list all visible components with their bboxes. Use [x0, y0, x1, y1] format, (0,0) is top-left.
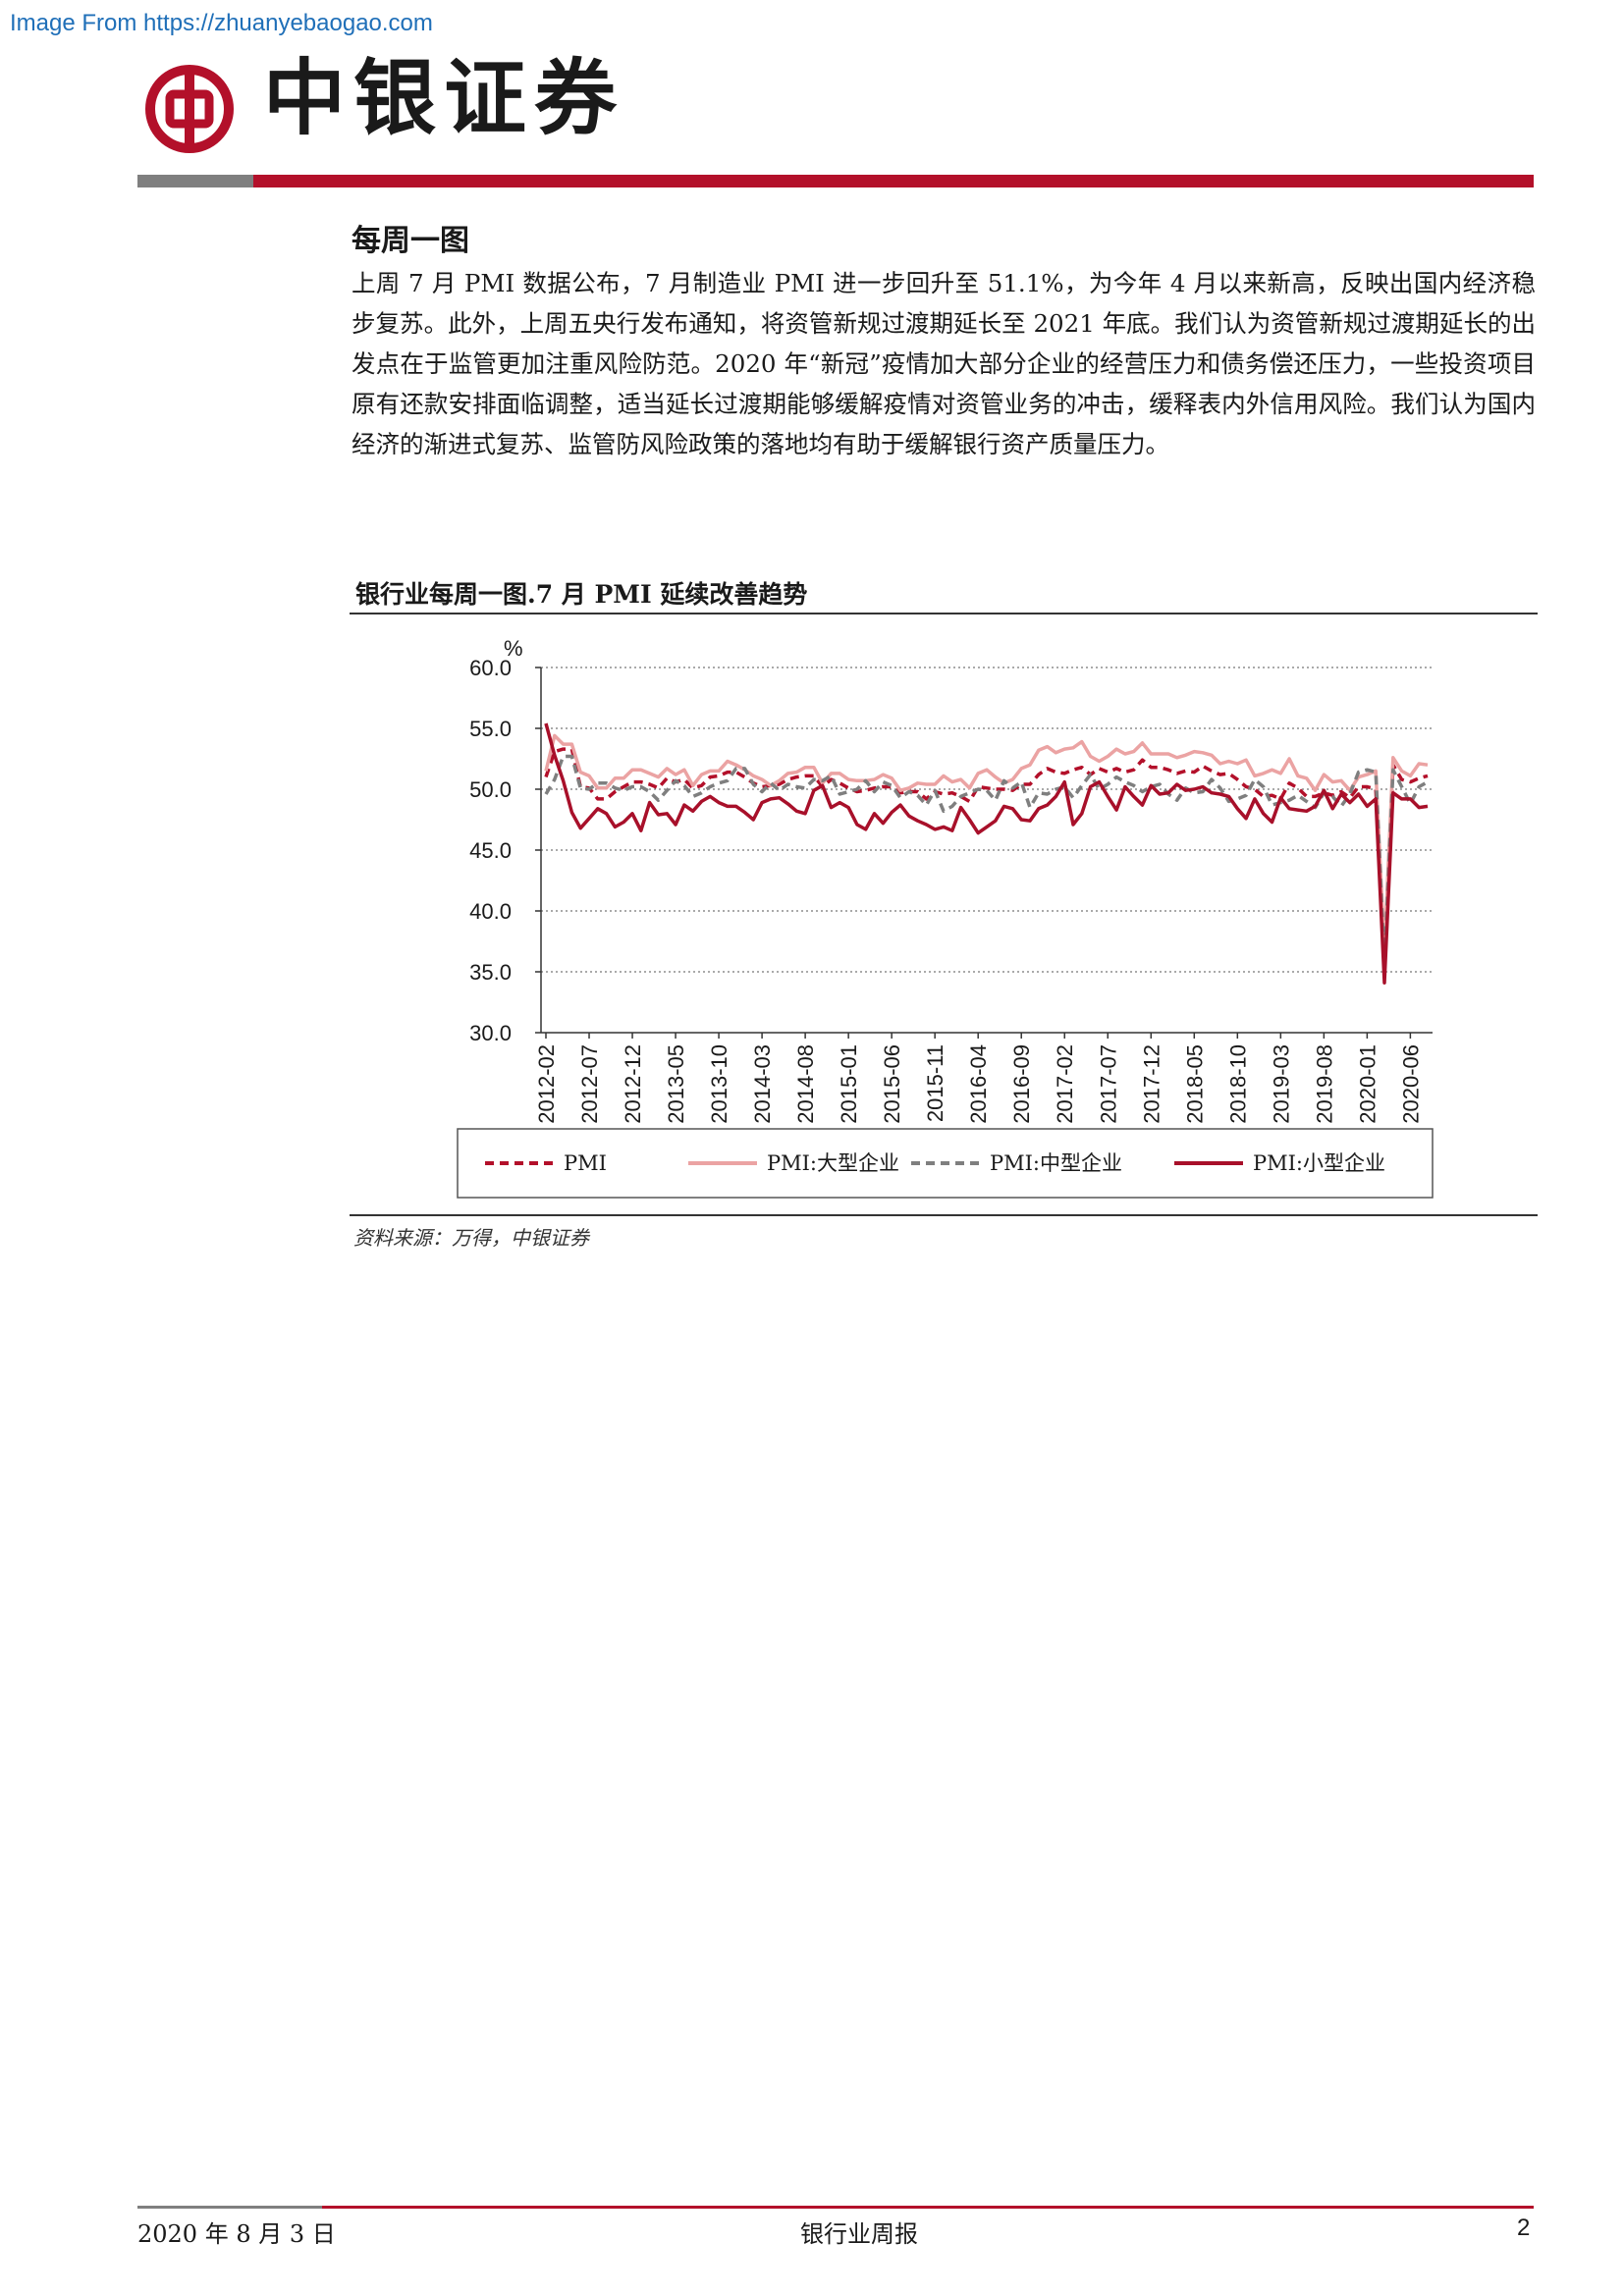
footer-date: 2020 年 8 月 3 日 — [137, 2220, 336, 2248]
x-tick-label: 2015-01 — [837, 1044, 861, 1124]
x-tick-label: 2019-03 — [1269, 1044, 1293, 1124]
y-tick-label: 55.0 — [469, 717, 512, 741]
legend-label-3: PMI:小型企业 — [1253, 1151, 1385, 1175]
x-tick-label: 2015-06 — [880, 1044, 904, 1124]
chart-rule-top — [350, 613, 1538, 614]
pmi-line-chart: %60.0 55.0 50.0 45.0 40.0 35.0 30.0 2012-02 2012… — [457, 636, 1434, 1199]
x-tick-label: 2015-11 — [923, 1044, 947, 1122]
header-bar-red — [253, 175, 1534, 187]
x-tick-label: 2012-02 — [534, 1044, 559, 1124]
bank-of-china-logo-icon — [145, 65, 234, 153]
x-tick-label: 2017-02 — [1053, 1044, 1077, 1124]
y-tick-label: 35.0 — [469, 960, 512, 985]
header-bar-grey — [137, 175, 253, 187]
x-tick-label: 2012-07 — [577, 1044, 602, 1124]
y-tick-label: 30.0 — [469, 1021, 512, 1045]
x-tick-label: 2016-09 — [1009, 1044, 1034, 1124]
legend-label-1: PMI:大型企业 — [767, 1151, 899, 1175]
x-tick-label: 2014-08 — [793, 1044, 818, 1124]
legend-label-2: PMI:中型企业 — [990, 1151, 1122, 1175]
watermark-link[interactable]: Image From https://zhuanyebaogao.com — [10, 10, 433, 36]
x-tick-label: 2013-05 — [664, 1044, 688, 1124]
y-tick-label: 45.0 — [469, 838, 512, 863]
x-tick-label: 2017-07 — [1096, 1044, 1120, 1124]
x-tick-label: 2013-10 — [707, 1044, 731, 1124]
y-tick-label: 40.0 — [469, 899, 512, 924]
x-tick-label: 2016-04 — [966, 1044, 991, 1124]
footer-report-name: 银行业周报 — [800, 2220, 918, 2248]
chart-rule-bottom — [350, 1214, 1538, 1216]
page-number: 2 — [1517, 2215, 1531, 2241]
source-note: 资料来源：万得，中银证券 — [353, 1226, 589, 1250]
x-tick-label: 2020-06 — [1398, 1044, 1423, 1124]
chart-title: 银行业每周一图.7 月 PMI 延续改善趋势 — [355, 580, 808, 609]
series-line-0 — [544, 747, 1429, 966]
x-tick-label: 2020-01 — [1355, 1044, 1380, 1124]
x-tick-label: 2014-03 — [750, 1044, 775, 1124]
axis-layer: %60.0 55.0 50.0 45.0 40.0 35.0 30.0 2012-02 2012… — [469, 636, 1433, 1124]
series-layer — [544, 722, 1429, 985]
x-tick-label: 2012-12 — [621, 1044, 645, 1124]
x-tick-label: 2018-10 — [1225, 1044, 1250, 1124]
y-tick-label: 60.0 — [469, 656, 512, 680]
footer-rule-grey — [137, 2206, 322, 2209]
legend-layer: PMI PMI:大型企业 PMI:中型企业 PMI:小型企业 — [457, 1128, 1434, 1199]
series-line-1 — [544, 733, 1429, 953]
x-tick-label: 2018-05 — [1182, 1044, 1207, 1124]
body-paragraph: 上周 7 月 PMI 数据公布，7 月制造业 PMI 进一步回升至 51.1%，… — [352, 269, 1536, 458]
footer-rule-red — [322, 2206, 1534, 2209]
x-tick-label: 2017-12 — [1139, 1044, 1164, 1124]
grid-layer — [541, 667, 1433, 973]
legend-label-0: PMI — [564, 1151, 607, 1175]
x-tick-label: 2019-08 — [1312, 1044, 1336, 1124]
section-title: 每周一图 — [352, 224, 469, 258]
brand-name: 中银证券 — [263, 49, 625, 146]
y-unit-label: % — [504, 636, 523, 661]
series-line-3 — [544, 722, 1429, 985]
y-tick-label: 50.0 — [469, 777, 512, 802]
